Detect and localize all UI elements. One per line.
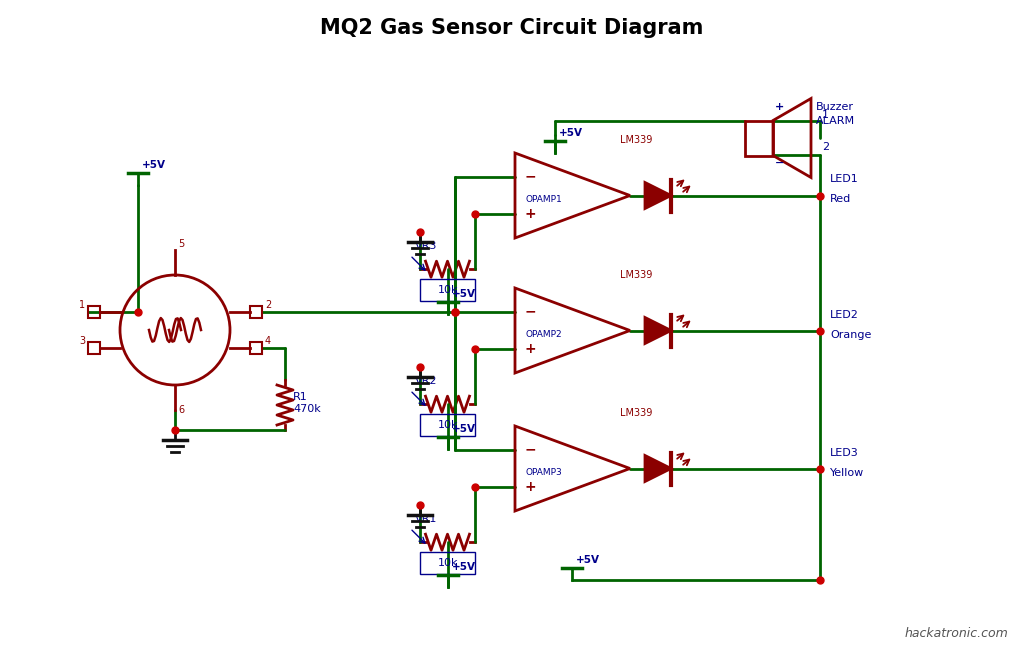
Text: +5V: +5V [452, 424, 476, 434]
Text: Red: Red [830, 195, 851, 205]
Text: Yellow: Yellow [830, 467, 864, 478]
Text: LED1: LED1 [830, 174, 859, 184]
Text: OPAMP1: OPAMP1 [525, 195, 562, 204]
Bar [420, 414, 475, 436]
Bar [88, 306, 100, 318]
Text: 10k: 10k [437, 420, 459, 430]
Text: 1: 1 [79, 300, 85, 310]
Text: LM339: LM339 [620, 270, 652, 280]
Text: −: − [525, 443, 537, 457]
Bar [250, 342, 262, 354]
Polygon shape [645, 455, 671, 482]
Text: −: − [525, 305, 537, 318]
Text: 5: 5 [178, 239, 184, 249]
Text: +: + [775, 103, 784, 113]
Bar [745, 120, 773, 155]
Text: +5V: +5V [452, 290, 476, 299]
Text: +5V: +5V [142, 160, 166, 170]
Polygon shape [645, 318, 671, 343]
Text: +5V: +5V [575, 555, 600, 565]
Text: 10k: 10k [437, 558, 459, 569]
Text: OPAMP3: OPAMP3 [525, 468, 562, 477]
Text: 6: 6 [178, 405, 184, 415]
Text: LM339: LM339 [620, 408, 652, 418]
Text: VR3: VR3 [415, 241, 437, 251]
Text: 470k: 470k [293, 404, 321, 414]
Bar [420, 279, 475, 301]
Text: 4: 4 [265, 336, 271, 346]
Text: Buzzer: Buzzer [816, 102, 854, 112]
Text: +5V: +5V [559, 128, 583, 138]
Text: LED3: LED3 [830, 447, 859, 457]
Text: MQ2 Gas Sensor Circuit Diagram: MQ2 Gas Sensor Circuit Diagram [321, 18, 703, 38]
Text: −: − [775, 157, 784, 168]
Text: 3: 3 [79, 336, 85, 346]
Bar [250, 306, 262, 318]
Bar [420, 552, 475, 574]
Text: VR1: VR1 [415, 514, 437, 524]
Text: Orange: Orange [830, 330, 871, 340]
Text: −: − [525, 170, 537, 184]
Text: +5V: +5V [452, 562, 476, 572]
Text: 1: 1 [822, 110, 829, 120]
Text: +: + [525, 207, 537, 221]
Text: 2: 2 [265, 300, 271, 310]
Text: VR2: VR2 [415, 376, 437, 386]
Text: 2: 2 [822, 142, 829, 152]
Bar [88, 342, 100, 354]
Text: ALARM: ALARM [816, 116, 855, 126]
Text: LM339: LM339 [620, 135, 652, 145]
Text: OPAMP2: OPAMP2 [525, 330, 561, 340]
Text: 10k: 10k [437, 285, 459, 295]
Polygon shape [645, 182, 671, 209]
Text: +: + [525, 342, 537, 356]
Text: R1: R1 [293, 392, 308, 402]
Text: +: + [525, 480, 537, 494]
Text: hackatronic.com: hackatronic.com [904, 627, 1008, 640]
Text: LED2: LED2 [830, 309, 859, 320]
